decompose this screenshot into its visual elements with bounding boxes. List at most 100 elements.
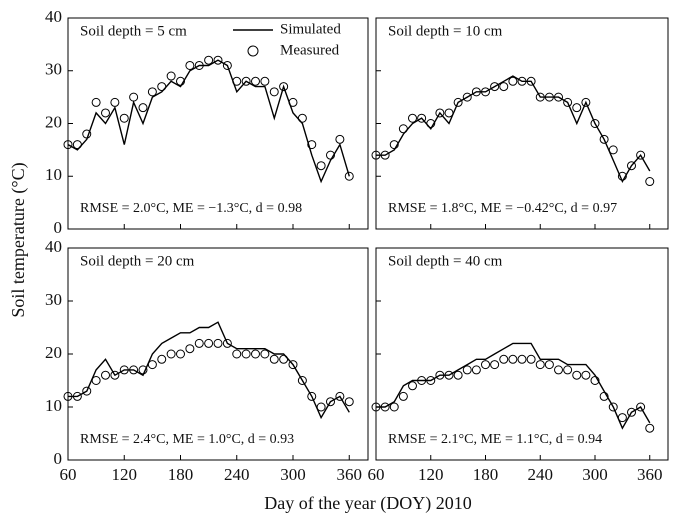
measured-point <box>344 397 354 407</box>
measured-point <box>119 365 129 375</box>
y-tick-label: 20 <box>45 343 62 362</box>
panel-title: Soil depth = 5 cm <box>80 23 187 39</box>
measured-point <box>508 76 518 86</box>
x-tick-label: 360 <box>337 465 363 484</box>
y-tick-label: 20 <box>45 112 62 131</box>
simulated-line <box>67 59 350 184</box>
measured-point <box>408 113 417 123</box>
measured-point <box>185 60 195 70</box>
panel-annotation: RMSE = 2.1°C, ME = 1.1°C, d = 0.94 <box>388 432 602 447</box>
measured-point <box>101 108 110 118</box>
measured-point <box>517 76 527 86</box>
measured-point <box>554 365 563 375</box>
measured-point <box>344 171 354 181</box>
measured-point <box>119 113 129 123</box>
measured-point <box>398 391 408 401</box>
measured-point <box>599 134 609 144</box>
measured-point <box>63 391 73 401</box>
panel-title: Soil depth = 10 cm <box>388 23 503 39</box>
measured-point <box>288 360 298 370</box>
measured-point <box>471 87 481 97</box>
measured-point <box>194 60 204 70</box>
measured-point <box>91 376 101 385</box>
measured-point <box>269 87 279 97</box>
measured-point <box>481 87 490 97</box>
measured-point <box>453 370 463 380</box>
x-tick-label: 180 <box>168 465 194 484</box>
measured-point <box>138 365 148 375</box>
x-tick-label: 240 <box>224 465 250 484</box>
measured-point <box>645 423 655 433</box>
measured-point <box>398 124 408 134</box>
measured-point <box>232 76 242 86</box>
legend-label: Simulated <box>280 21 341 37</box>
measured-point <box>326 397 335 407</box>
measured-point <box>326 150 335 160</box>
measured-point <box>176 349 185 359</box>
measured-point <box>544 360 554 370</box>
measured-point <box>563 97 573 107</box>
measured-point <box>499 354 509 364</box>
measured-point <box>288 97 298 107</box>
measured-point <box>508 354 518 364</box>
x-tick-label: 300 <box>280 465 306 484</box>
x-tick-label: 180 <box>473 465 499 484</box>
measured-point <box>481 360 490 370</box>
measured-point <box>279 354 289 364</box>
y-tick-label: 10 <box>45 165 62 184</box>
y-tick-label: 40 <box>45 237 62 256</box>
measured-point <box>63 140 73 150</box>
measured-point <box>462 365 472 375</box>
measured-point <box>608 145 618 155</box>
measured-point <box>435 108 445 118</box>
measured-point <box>535 92 545 102</box>
measured-point <box>251 349 260 359</box>
measured-point <box>526 354 536 364</box>
measured-point <box>110 97 120 107</box>
measured-point <box>426 376 436 385</box>
measured-point <box>335 134 345 144</box>
measured-point <box>490 82 500 92</box>
measured-point <box>185 344 195 354</box>
measured-point <box>371 150 381 160</box>
x-tick-label: 300 <box>582 465 608 484</box>
measured-point <box>194 338 204 348</box>
y-tick-label: 0 <box>54 218 63 237</box>
x-tick-label: 60 <box>60 465 77 484</box>
plot-frame <box>375 247 669 461</box>
measured-point <box>72 391 82 401</box>
measured-point <box>222 338 232 348</box>
measured-point <box>608 402 618 412</box>
measured-point <box>101 370 110 380</box>
measured-point <box>72 140 82 150</box>
measured-point <box>645 177 655 187</box>
measured-point <box>581 370 591 380</box>
measured-point <box>241 76 251 86</box>
measured-point <box>636 150 646 160</box>
measured-point <box>435 370 445 380</box>
x-tick-label: 240 <box>528 465 554 484</box>
y-tick-label: 30 <box>45 60 62 79</box>
legend-marker <box>247 45 259 57</box>
measured-point <box>526 76 536 86</box>
measured-point <box>129 365 139 375</box>
measured-point <box>138 103 148 113</box>
y-tick-label: 40 <box>45 7 62 26</box>
measured-point <box>307 391 317 401</box>
plot-frame <box>375 17 669 230</box>
measured-point <box>617 413 627 423</box>
x-tick-label: 120 <box>112 465 138 484</box>
measured-point <box>444 108 454 118</box>
simulated-line <box>376 75 651 184</box>
measured-point <box>627 407 636 417</box>
measured-point <box>535 360 545 370</box>
measured-point <box>599 391 609 401</box>
y-tick-label: 10 <box>45 396 62 415</box>
panel-annotation: RMSE = 2.4°C, ME = 1.0°C, d = 0.93 <box>80 432 294 447</box>
measured-point <box>417 113 427 123</box>
measured-point <box>269 354 279 364</box>
measured-point <box>408 381 417 391</box>
measured-point <box>499 82 509 92</box>
measured-point <box>371 402 381 412</box>
